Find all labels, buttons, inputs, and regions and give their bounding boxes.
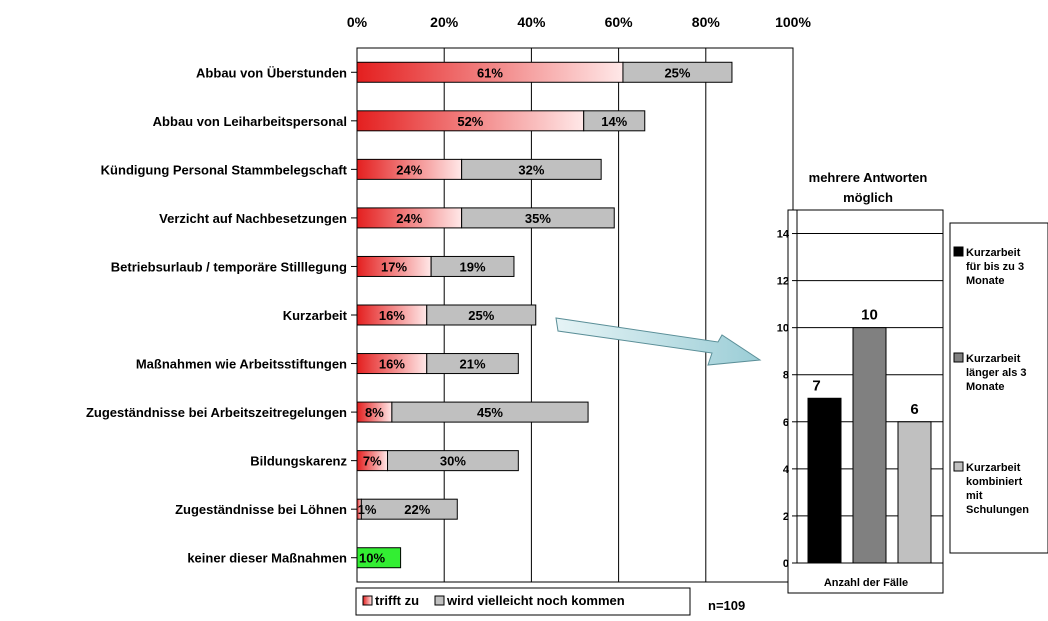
data-label-wird-vielleicht: 25% (468, 308, 494, 323)
side-legend-swatch (953, 352, 964, 363)
data-label-wird-vielleicht: 25% (664, 65, 690, 80)
category-label: Zugeständnisse bei Löhnen (175, 502, 347, 517)
main-x-tick-label: 60% (605, 14, 634, 30)
bar-wird-vielleicht (426, 304, 537, 326)
side-legend-label: für bis zu 3 (966, 261, 1024, 273)
bar-wird-vielleicht (387, 450, 519, 472)
data-label-trifft-zu: 16% (379, 357, 405, 372)
side-legend-label: länger als 3 (966, 367, 1027, 379)
legend-label-wird-vielleicht: wird vielleicht noch kommen (446, 593, 625, 608)
data-label-wird-vielleicht: 35% (525, 211, 551, 226)
category-label: Zugeständnisse bei Arbeitszeitregelungen (86, 405, 347, 420)
side-legend: Kurzarbeit für bis zu 3 Monate Kurzarbeit lä… (953, 246, 1029, 516)
side-legend-swatch (953, 246, 964, 257)
data-label-trifft-zu: 10% (359, 551, 385, 566)
category-label: Bildungskarenz (250, 454, 347, 469)
bar-wird-vielleicht (430, 255, 515, 277)
data-label-wird-vielleicht: 14% (601, 114, 627, 129)
bar-wird-vielleicht (426, 353, 519, 375)
side-data-label: 7 (812, 377, 820, 394)
side-legend-label: Kurzarbeit (966, 247, 1021, 259)
data-label-trifft-zu: 7% (363, 454, 382, 469)
data-label-trifft-zu: 17% (381, 259, 407, 274)
category-label: Kurzarbeit (283, 308, 348, 323)
side-data-label: 6 (910, 401, 918, 418)
side-bar (852, 327, 887, 564)
side-legend-label: Monate (966, 275, 1005, 287)
side-bar (897, 421, 932, 564)
data-label-trifft-zu: 61% (477, 65, 503, 80)
side-legend-swatch (953, 461, 964, 472)
side-y-tick-label: 8 (783, 370, 789, 382)
category-label: Betriebsurlaub / temporäre Stilllegung (111, 259, 347, 274)
bar-keine-massnahmen (356, 547, 402, 569)
side-x-axis-label: Anzahl der Fälle (824, 577, 908, 589)
bar-wird-vielleicht (461, 158, 602, 180)
bar-wird-vielleicht (583, 110, 646, 132)
side-chart-title-line1: mehrere Antworten (809, 170, 928, 185)
bar-wird-vielleicht (622, 61, 733, 83)
bar-wird-vielleicht (461, 207, 615, 229)
side-data-labels: 7 10 6 (812, 307, 918, 418)
bar-wird-vielleicht (391, 401, 589, 423)
arrow-connector (555, 317, 762, 366)
main-x-tick-label: 80% (692, 14, 721, 30)
main-x-tick-labels: 0% 20% 40% 60% 80% 100% (347, 14, 812, 30)
category-label: Abbau von Überstunden (196, 65, 347, 80)
side-y-tick-label: 10 (777, 323, 789, 335)
category-label: Maßnahmen wie Arbeitsstiftungen (136, 357, 347, 372)
data-label-wird-vielleicht: 19% (460, 259, 486, 274)
bar-wird-vielleicht (360, 498, 458, 520)
data-label-trifft-zu: 24% (396, 211, 422, 226)
side-y-tick-label: 2 (783, 511, 789, 523)
data-label-trifft-zu: 1% (358, 502, 377, 517)
side-chart-title-line2: möglich (843, 190, 893, 205)
legend-swatch-wird-vielleicht (434, 595, 445, 606)
side-y-tick-label: 4 (783, 464, 790, 476)
data-label-trifft-zu: 24% (396, 162, 422, 177)
category-label: keiner dieser Maßnahmen (187, 551, 347, 566)
legend-swatch-trifft-zu (362, 595, 373, 606)
side-legend-label: Schulungen (966, 504, 1029, 516)
main-x-tick-label: 40% (517, 14, 546, 30)
category-label: Abbau von Leiharbeitspersonal (153, 114, 347, 129)
main-category-labels: Abbau von Überstunden Abbau von Leiharbei… (86, 65, 357, 566)
data-label-wird-vielleicht: 32% (518, 162, 544, 177)
main-legend: trifft zu wird vielleicht noch kommen (355, 587, 691, 616)
side-bar (807, 397, 842, 564)
data-label-wird-vielleicht: 21% (460, 357, 486, 372)
side-y-tick-labels: 0 2 4 6 8 10 12 14 (777, 229, 790, 570)
side-legend-label: kombiniert (966, 476, 1023, 488)
side-y-tick-label: 12 (777, 276, 789, 288)
data-label-wird-vielleicht: 30% (440, 454, 466, 469)
side-legend-label: mit (966, 490, 983, 502)
data-label-wird-vielleicht: 22% (404, 502, 430, 517)
legend-label-trifft-zu: trifft zu (375, 593, 419, 608)
main-x-tick-label: 0% (347, 14, 368, 30)
data-label-trifft-zu: 8% (365, 405, 384, 420)
category-label: Kündigung Personal Stammbelegschaft (101, 162, 348, 177)
side-data-label: 10 (861, 307, 878, 324)
side-bars (807, 327, 932, 564)
side-y-tick-label: 6 (783, 417, 789, 429)
data-label-wird-vielleicht: 45% (477, 405, 503, 420)
main-data-labels: 61% 25% 52% 14% 24% 32% 24% 35% 17% 19% 16% 25% 16% 2… (358, 65, 691, 565)
data-label-trifft-zu: 16% (379, 308, 405, 323)
side-legend-box (949, 222, 1048, 554)
main-x-tick-label: 100% (775, 14, 811, 30)
category-label: Verzicht auf Nachbesetzungen (159, 211, 347, 226)
side-y-tick-label: 0 (783, 558, 789, 570)
main-legend-box (355, 587, 691, 616)
main-x-tick-label: 20% (430, 14, 459, 30)
side-legend-label: Kurzarbeit (966, 462, 1021, 474)
main-bars (356, 61, 733, 569)
side-legend-label: Monate (966, 381, 1005, 393)
side-legend-label: Kurzarbeit (966, 353, 1021, 365)
sample-size-note: n=109 (708, 598, 745, 613)
data-label-trifft-zu: 52% (457, 114, 483, 129)
side-y-tick-label: 14 (777, 229, 790, 241)
